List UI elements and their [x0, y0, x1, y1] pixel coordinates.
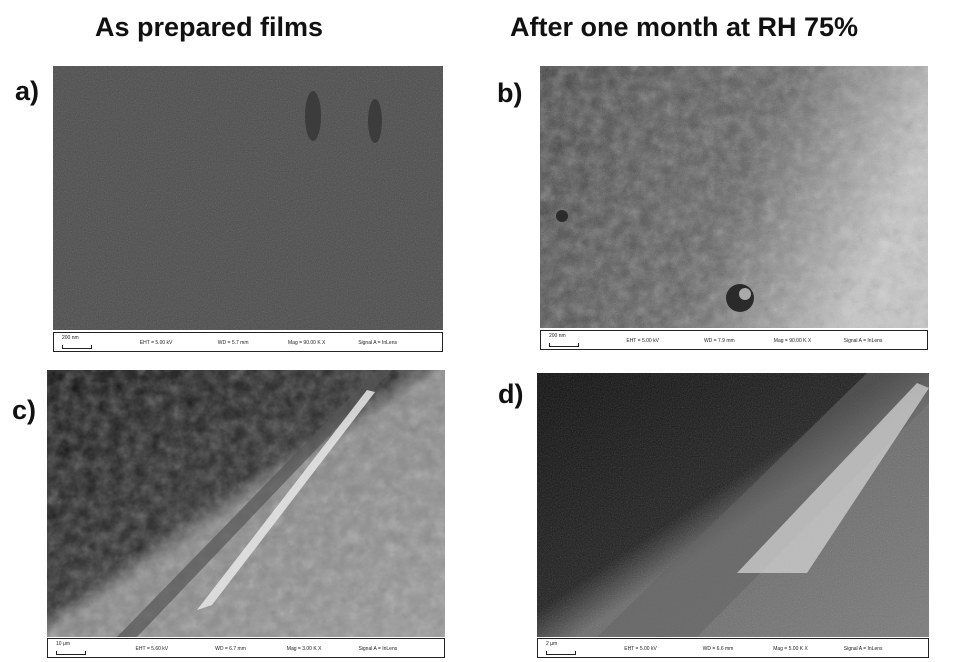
info-signal: Signal A = InLens — [844, 646, 883, 652]
sem-panel: 200 nm EHT = 5.00 kV WD = 7.9 mm Mag = 90.0… — [540, 66, 928, 350]
sem-panel: 200 nm EHT = 5.00 kV WD = 5.7 mm Mag = 90.0… — [53, 66, 443, 352]
panel-label: c) — [12, 395, 36, 426]
info-wd: WD = 5.7 mm — [218, 340, 249, 346]
scale-bar — [549, 343, 579, 347]
info-eht: EHT = 5.00 kV — [140, 340, 173, 346]
info-signal: Signal A = InLens — [358, 646, 397, 652]
sem-image — [537, 373, 929, 637]
info-scale: 10 µm — [56, 641, 70, 647]
info-eht: EHT = 5.00 kV — [624, 646, 657, 652]
sem-image — [47, 370, 445, 637]
info-signal: Signal A = InLens — [358, 340, 397, 346]
info-wd: WD = 6.6 mm — [703, 646, 734, 652]
info-signal: Signal A = InLens — [844, 338, 883, 344]
sem-image — [53, 66, 443, 330]
info-eht: EHT = 5.60 kV — [136, 646, 169, 652]
info-mag: Mag = 3.00 K X — [287, 646, 322, 652]
info-mag: Mag = 90.00 K X — [774, 338, 811, 344]
sem-panel: 2 µm EHT = 5.00 kV WD = 6.6 mm Mag = 5.00 K… — [537, 373, 929, 658]
sem-image — [540, 66, 928, 328]
info-scale: 2 µm — [546, 641, 557, 647]
page: {"headings": ["As prepared films", "Afte… — [0, 0, 954, 662]
column-heading: As prepared films — [95, 12, 323, 43]
panel-label: a) — [15, 76, 39, 107]
info-bar: 200 nm EHT = 5.00 kV WD = 7.9 mm Mag = 90.0… — [540, 330, 928, 350]
sem-panel: 10 µm EHT = 5.60 kV WD = 6.7 mm Mag = 3.00 … — [47, 370, 445, 658]
column-heading: After one month at RH 75% — [510, 12, 858, 43]
panel-label: d) — [498, 379, 523, 410]
info-scale: 200 nm — [62, 335, 79, 341]
info-mag: Mag = 5.00 K X — [773, 646, 808, 652]
scale-bar — [546, 651, 576, 655]
info-bar: 10 µm EHT = 5.60 kV WD = 6.7 mm Mag = 3.00 … — [47, 638, 445, 658]
info-wd: WD = 7.9 mm — [704, 338, 735, 344]
info-bar: 200 nm EHT = 5.00 kV WD = 5.7 mm Mag = 90.0… — [53, 332, 443, 352]
info-bar: 2 µm EHT = 5.00 kV WD = 6.6 mm Mag = 5.00 K… — [537, 638, 929, 658]
info-scale: 200 nm — [549, 333, 566, 339]
panel-label: b) — [497, 78, 522, 109]
info-eht: EHT = 5.00 kV — [626, 338, 659, 344]
info-mag: Mag = 90.00 K X — [288, 340, 325, 346]
scale-bar — [56, 651, 86, 655]
scale-bar — [62, 345, 92, 349]
info-wd: WD = 6.7 mm — [215, 646, 246, 652]
